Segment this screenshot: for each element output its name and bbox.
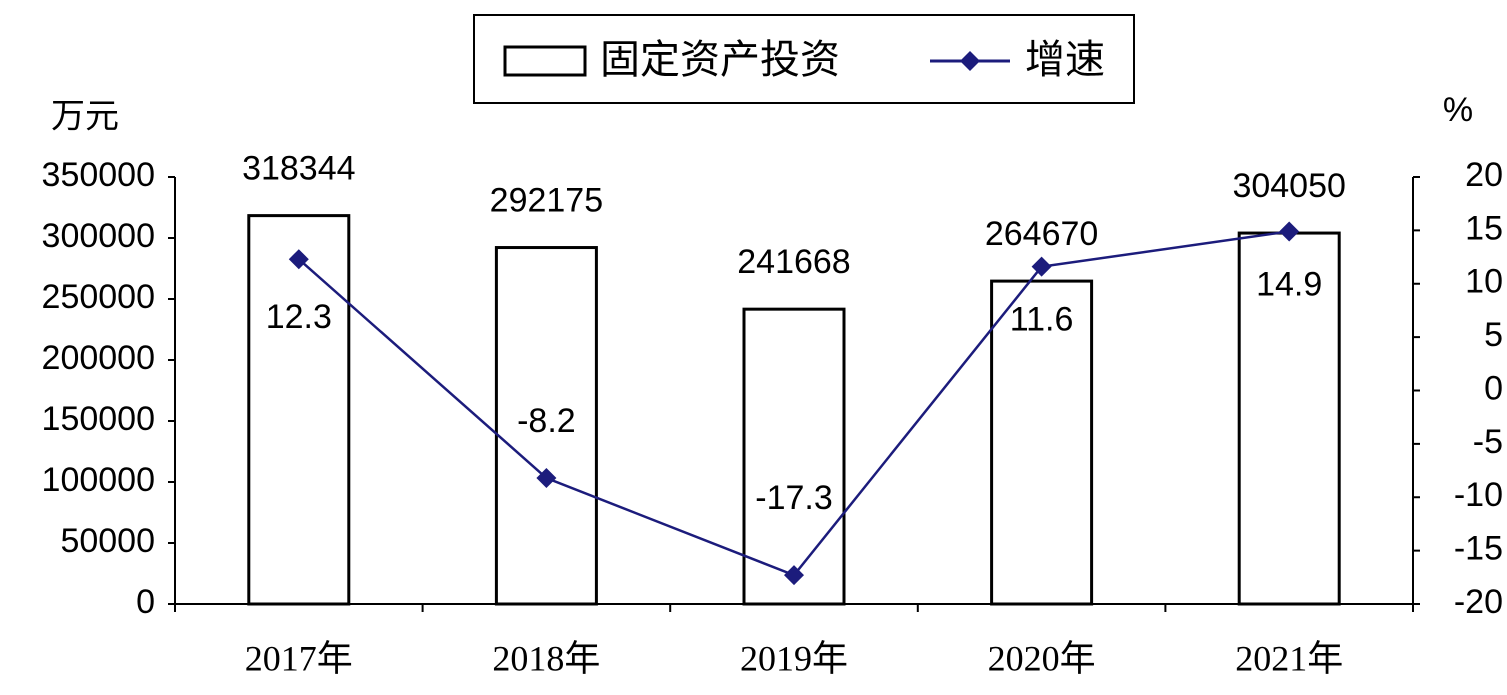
line-value-label: 12.3 <box>266 298 332 336</box>
line-value-label: 14.9 <box>1256 265 1322 303</box>
line-marker <box>784 565 804 586</box>
bar-value-label: 292175 <box>490 182 603 220</box>
line-marker <box>1279 221 1300 242</box>
bar-value-label: 241668 <box>737 243 850 281</box>
line-marker <box>288 249 309 270</box>
line-value-label: 11.6 <box>1010 301 1074 339</box>
bar <box>494 246 598 606</box>
x-tick-label: 2018年 <box>492 638 600 678</box>
bar <box>742 307 846 606</box>
legend-label: 固定资产投资 <box>600 37 840 83</box>
bar <box>1237 231 1341 606</box>
y-tick-label: 300000 <box>42 217 155 255</box>
legend-label: 增速 <box>1025 37 1105 83</box>
y2-tick-label: 10 <box>1465 263 1503 301</box>
legend-swatch <box>503 45 587 77</box>
y-tick-label: 0 <box>136 583 155 621</box>
line-marker <box>1031 256 1052 277</box>
y-tick-label: 350000 <box>42 156 155 194</box>
y2-axis-label: % <box>1443 91 1473 129</box>
x-tick-label: 2019年 <box>740 638 848 678</box>
y-tick-label: 50000 <box>60 522 155 560</box>
y2-tick-label: -20 <box>1454 583 1503 621</box>
y2-tick-label: 5 <box>1484 316 1503 354</box>
x-tick-label: 2021年 <box>1235 638 1343 678</box>
bar-value-label: 304050 <box>1232 167 1345 205</box>
legend-marker <box>960 51 980 71</box>
y-tick-label: 250000 <box>42 278 155 316</box>
y2-tick-label: 20 <box>1465 156 1503 194</box>
y2-tick-label: -5 <box>1473 423 1503 461</box>
line-marker <box>536 468 557 489</box>
line-value-label: -8.2 <box>517 402 576 440</box>
bar <box>990 279 1094 606</box>
y-tick-label: 150000 <box>42 400 155 438</box>
x-tick-label: 2020年 <box>988 638 1096 678</box>
y2-tick-label: 15 <box>1465 209 1503 247</box>
bar <box>247 214 351 606</box>
y2-tick-label: 0 <box>1484 369 1503 407</box>
bar-value-label: 264670 <box>985 215 1098 253</box>
y-tick-label: 100000 <box>42 461 155 499</box>
line-value-label: -17.3 <box>755 479 833 517</box>
y-tick-label: 200000 <box>42 339 155 377</box>
bar-value-label: 318344 <box>242 150 355 188</box>
y2-tick-label: -15 <box>1454 530 1503 568</box>
x-tick-label: 2017年 <box>245 638 353 678</box>
y2-tick-label: -10 <box>1454 476 1503 514</box>
y-axis-label: 万元 <box>51 97 119 137</box>
